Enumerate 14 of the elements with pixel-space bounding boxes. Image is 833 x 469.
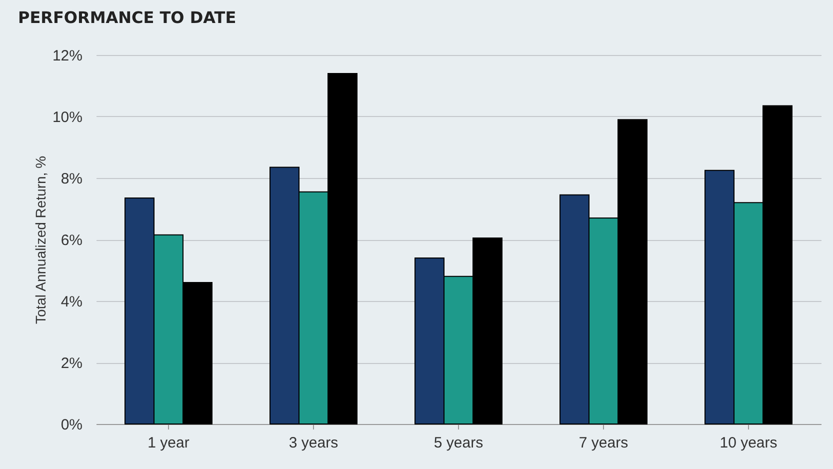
x-tick-label: 5 years bbox=[434, 434, 484, 452]
x-tick-label: 10 years bbox=[720, 434, 778, 452]
y-tick-label: 2% bbox=[60, 355, 82, 372]
y-tick-label: 6% bbox=[60, 232, 82, 249]
y-tick-label: 12% bbox=[52, 48, 82, 64]
x-tick-label: 7 years bbox=[578, 434, 628, 452]
y-tick-label: 8% bbox=[60, 170, 82, 188]
chart-title: PERFORMANCE TO DATE bbox=[18, 8, 236, 27]
x-tick-label: 3 years bbox=[288, 434, 338, 452]
y-tick-label: 10% bbox=[52, 109, 82, 126]
y-tick-label: 4% bbox=[60, 294, 82, 310]
x-tick-label: 1 year bbox=[148, 434, 190, 452]
y-axis-title: Total Annualized Return, % bbox=[32, 156, 48, 324]
y-tick-label: 0% bbox=[60, 416, 82, 434]
